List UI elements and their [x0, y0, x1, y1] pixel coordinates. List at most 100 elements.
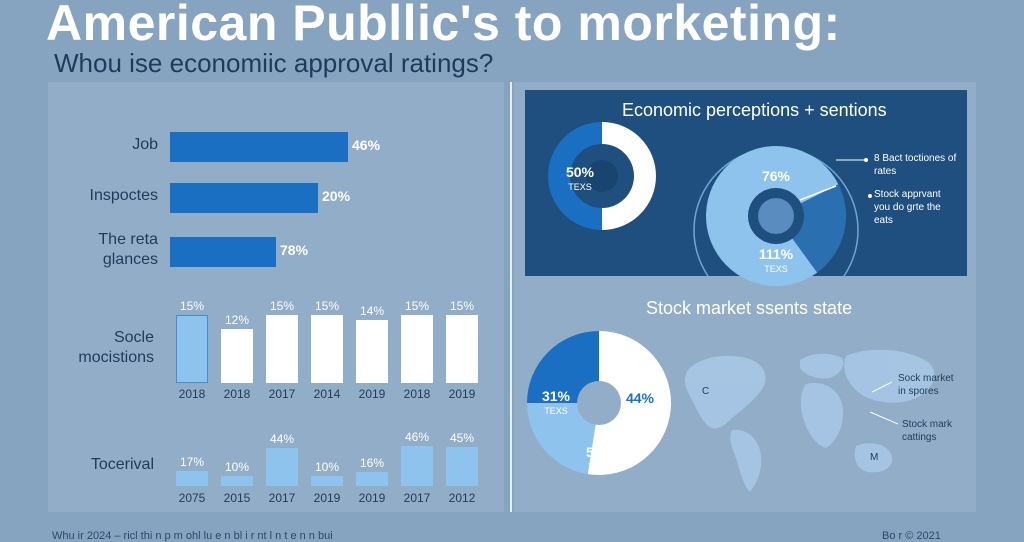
tocerival-bar	[311, 476, 343, 486]
socle-bar	[221, 329, 253, 383]
small-donut-inner-ring	[586, 160, 618, 192]
tocerival-value-label: 44%	[269, 432, 295, 446]
annotation-line: in spores	[898, 386, 939, 397]
map-leader-2	[869, 411, 899, 425]
footer-right-text: Bo r © 2021	[882, 530, 941, 542]
hbar-category-label-line: glances	[102, 251, 158, 268]
annotation-line: Stock apprvant	[874, 189, 941, 200]
socle-value-label: 15%	[179, 299, 205, 313]
footer-text: Whu ir 2024 – ricl thi n p m ohl lu e n …	[52, 530, 333, 542]
tocerival-bar	[401, 446, 433, 486]
tocerival-category-label: 2017	[403, 491, 431, 505]
socle-value-label: 12%	[224, 313, 250, 327]
big-donut-bottom-value: 111%	[758, 246, 794, 262]
socle-category-label: 2018	[403, 387, 431, 401]
tocerival-value-label: 45%	[449, 431, 475, 445]
tocerival-bar	[176, 471, 208, 486]
stock-pie-slice	[587, 331, 672, 475]
tocerival-value-label: 17%	[179, 455, 205, 469]
tocerival-category-label: 2019	[313, 491, 341, 505]
hbar-category-label: The reta glances	[8, 230, 158, 270]
socle-bar	[266, 315, 298, 383]
hbar-bar	[170, 183, 318, 213]
socle-label-line: mocistions	[78, 349, 154, 366]
big-donut-bottom-sublabel: TEXS	[764, 264, 788, 274]
big-donut-inner	[758, 198, 794, 234]
stock-slice-3-value: 53%	[585, 444, 615, 460]
hbar-category-label-line: Inspoctes	[89, 187, 158, 204]
socle-label-line: Socle	[113, 329, 154, 346]
socle-bar	[446, 315, 478, 383]
stock-slice-1-value: 31%	[541, 388, 571, 404]
hbar-bar	[170, 132, 348, 162]
big-donut-top-value: 76%	[761, 168, 791, 184]
tocerival-category-label: 2015	[223, 491, 251, 505]
map-annotation-1: Sock market in spores	[898, 372, 954, 398]
hbar-bar	[170, 237, 276, 267]
hbar-category-label-line: Job	[132, 136, 158, 153]
tocerival-category-label: 2017	[268, 491, 296, 505]
panel-divider	[510, 82, 512, 512]
annotation-line: cattings	[902, 432, 937, 443]
map-continent-australia	[854, 443, 893, 473]
small-donut-sublabel: TEXS	[568, 182, 592, 192]
socle-bar	[176, 315, 208, 383]
hbar-category-label: Inspoctes	[8, 186, 158, 206]
socle-category-label: 2017	[268, 387, 296, 401]
world-map	[685, 349, 935, 492]
tocerival-bar	[221, 476, 253, 486]
socle-value-label: 14%	[359, 304, 385, 318]
stock-slice-3-sublabel: TEXS	[588, 462, 612, 472]
small-donut-value: 50%	[565, 164, 595, 180]
tocerival-category-label: 2075	[178, 491, 206, 505]
stock-pie-slice	[527, 331, 599, 403]
map-continent-north-america	[685, 355, 766, 429]
tocerival-value-label: 46%	[404, 430, 430, 444]
big-donut-pointer	[799, 185, 837, 201]
tocerival-bar	[356, 472, 388, 486]
socle-bar	[401, 315, 433, 383]
map-continent-asia	[844, 349, 935, 403]
socle-category-label: 2014	[313, 387, 341, 401]
tocerival-label: Tocerival	[90, 456, 154, 473]
stock-pie-hole	[577, 381, 621, 425]
map-marker-m: M	[870, 452, 879, 463]
socle-category-label: 2018	[223, 387, 251, 401]
socle-value-label: 15%	[404, 299, 430, 313]
economic-perceptions-title: Economic perceptions + sentions	[622, 100, 887, 120]
map-continent-africa	[800, 382, 844, 448]
socle-category-label: 2018	[178, 387, 206, 401]
hbar-category-label-line: The reta	[98, 231, 158, 248]
annotation-line: Sock market	[898, 373, 954, 384]
stock-market-title: Stock market ssents state	[646, 298, 853, 318]
map-continent-europe	[800, 353, 844, 379]
socle-label: Socle mocistions	[4, 328, 154, 368]
socle-value-label: 15%	[314, 299, 340, 313]
stock-slice-2-value: 44%	[625, 390, 655, 406]
big-donut-slice-dark	[776, 184, 846, 273]
hbar-value-label: 78%	[280, 242, 309, 258]
stock-pie-slice	[527, 403, 599, 475]
economic-annotation-2: Stock apprvant you do grte the eats	[874, 188, 941, 227]
annotation-dot-1	[864, 158, 868, 162]
hbar-category-label: Job	[8, 135, 158, 155]
socle-value-label: 15%	[269, 299, 295, 313]
socle-value-label: 15%	[449, 299, 475, 313]
socle-category-label: 2019	[358, 387, 386, 401]
tocerival-value-label: 16%	[359, 456, 385, 470]
tocerival-category-label: 2012	[448, 491, 476, 505]
stock-slice-1-sublabel: TEXS	[544, 406, 568, 416]
annotation-line: 8 Bact toctiones of	[874, 153, 957, 164]
tocerival-value-label: 10%	[224, 460, 250, 474]
socle-bar	[311, 315, 343, 383]
socle-bar	[356, 320, 388, 383]
tocerival-bar	[266, 448, 298, 486]
map-annotation-2: Stock mark cattings	[902, 418, 952, 444]
hbar-value-label: 46%	[352, 137, 381, 153]
annotation-line: eats	[874, 215, 893, 226]
page-subtitle: Whou ise economiic approval ratings?	[54, 48, 494, 78]
annotation-line: you do grte the	[874, 202, 941, 213]
page-title: American Publlic's to morketing:	[46, 0, 841, 51]
tocerival-value-label: 10%	[314, 460, 340, 474]
